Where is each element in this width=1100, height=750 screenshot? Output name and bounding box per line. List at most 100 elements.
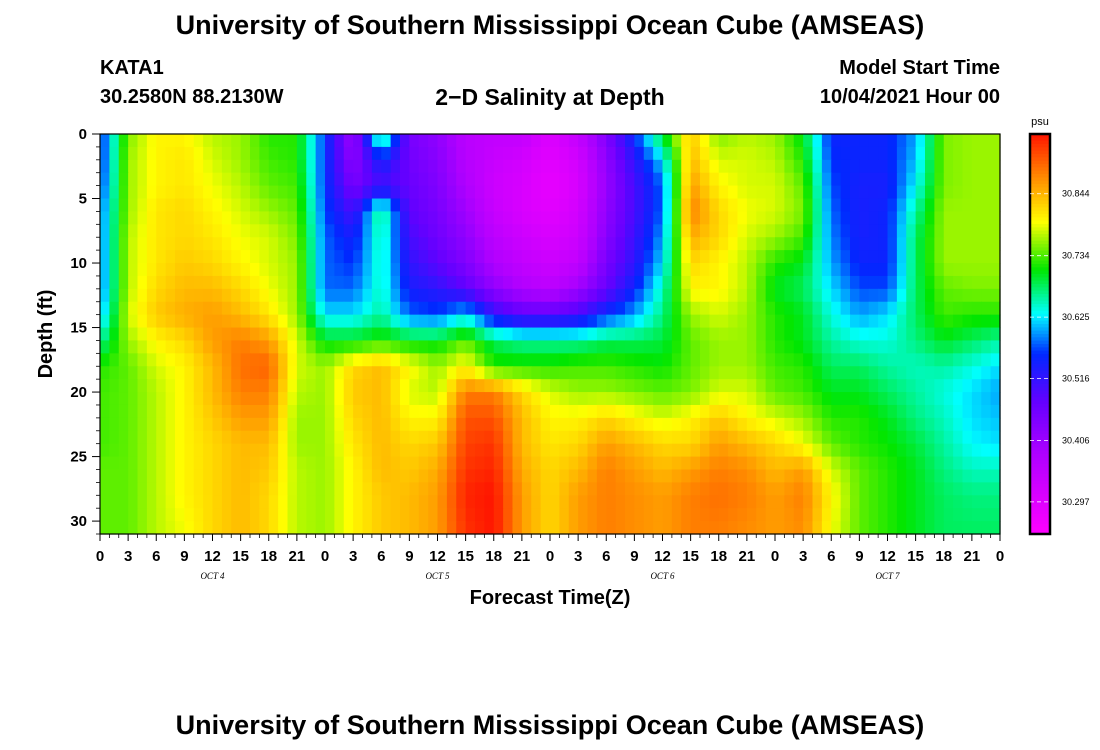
heatmap-cell	[456, 521, 467, 535]
model-start-label: Model Start Time	[839, 57, 1000, 79]
heatmap-cell	[315, 172, 326, 187]
heatmap-cell	[484, 443, 495, 458]
heatmap-cell	[859, 404, 870, 419]
heatmap-cell	[521, 430, 532, 445]
heatmap-cell	[175, 146, 185, 161]
heatmap-cell	[653, 340, 664, 354]
heatmap-cell	[184, 469, 195, 483]
heatmap-cell	[915, 521, 926, 535]
heatmap-cell	[400, 159, 410, 174]
heatmap-cell	[953, 340, 964, 354]
heatmap-cell	[512, 275, 523, 290]
heatmap-cell	[231, 237, 242, 251]
heatmap-cell	[981, 508, 992, 522]
heatmap-cell	[278, 237, 289, 251]
heatmap-cell	[746, 185, 757, 200]
heatmap-cell	[568, 469, 579, 483]
heatmap-cell	[812, 521, 823, 535]
heatmap-cell	[278, 198, 289, 213]
heatmap-cell	[671, 301, 682, 316]
colorbar-segment	[1030, 217, 1050, 222]
heatmap-cell	[465, 185, 476, 200]
heatmap-cell	[465, 134, 476, 148]
heatmap-cell	[175, 159, 185, 174]
heatmap-cell	[156, 288, 167, 303]
heatmap-cell	[718, 327, 729, 342]
heatmap-cell	[850, 250, 860, 264]
heatmap-cell	[268, 237, 279, 251]
heatmap-cell	[353, 198, 364, 213]
heatmap-cell	[784, 508, 795, 522]
heatmap-cell	[775, 521, 785, 535]
heatmap-cell	[184, 508, 195, 522]
colorbar-segment	[1030, 447, 1050, 452]
heatmap-cell	[212, 353, 223, 367]
heatmap-cell	[596, 521, 607, 535]
heatmap-cell	[793, 353, 804, 367]
heatmap-cell	[962, 224, 973, 238]
heatmap-cell	[212, 275, 223, 290]
heatmap-cell	[653, 521, 664, 535]
heatmap-cell	[756, 134, 767, 148]
heatmap-cell	[165, 482, 176, 496]
heatmap-cell	[118, 456, 129, 471]
heatmap-cell	[315, 508, 326, 522]
colorbar-segment	[1030, 467, 1050, 472]
heatmap-cell	[446, 301, 457, 316]
heatmap-cell	[821, 198, 832, 213]
heatmap-cell	[559, 172, 570, 187]
heatmap-cell	[615, 379, 626, 393]
heatmap-cell	[390, 417, 401, 432]
heatmap-cell	[925, 340, 935, 354]
heatmap-cell	[962, 263, 973, 277]
heatmap-cell	[643, 430, 654, 445]
heatmap-cell	[165, 508, 176, 522]
heatmap-cell	[531, 211, 542, 225]
heatmap-cell	[746, 508, 757, 522]
heatmap-cell	[446, 327, 457, 342]
heatmap-cell	[803, 392, 814, 406]
heatmap-cell	[418, 495, 429, 509]
heatmap-cell	[381, 430, 392, 445]
heatmap-cell	[503, 430, 514, 445]
heatmap-cell	[934, 211, 945, 225]
heatmap-cell	[653, 263, 664, 277]
heatmap-cell	[840, 172, 851, 187]
heatmap-cell	[737, 288, 748, 303]
heatmap-cell	[175, 275, 185, 290]
heatmap-cell	[925, 353, 935, 367]
heatmap-cell	[625, 404, 635, 419]
heatmap-cell	[400, 456, 410, 471]
heatmap-cell	[981, 366, 992, 380]
heatmap-cell	[118, 314, 129, 329]
heatmap-cell	[146, 301, 157, 316]
heatmap-cell	[353, 469, 364, 483]
colorbar-segment	[1030, 444, 1050, 448]
heatmap-cell	[568, 495, 579, 509]
heatmap-cell	[343, 430, 354, 445]
heatmap-cell	[521, 495, 532, 509]
heatmap-cell	[934, 146, 945, 161]
heatmap-cell	[475, 521, 485, 535]
heatmap-cell	[568, 430, 579, 445]
heatmap-cell	[700, 482, 710, 496]
heatmap-cell	[137, 508, 148, 522]
heatmap-cell	[662, 185, 673, 200]
heatmap-cell	[878, 456, 889, 471]
heatmap-cell	[756, 430, 767, 445]
heatmap-cell	[203, 392, 214, 406]
heatmap-cell	[896, 301, 907, 316]
heatmap-cell	[109, 237, 120, 251]
heatmap-cell	[456, 379, 467, 393]
heatmap-cell	[803, 327, 814, 342]
heatmap-cell	[906, 275, 917, 290]
heatmap-cell	[981, 443, 992, 458]
heatmap-cell	[156, 456, 167, 471]
heatmap-cell	[643, 211, 654, 225]
heatmap-cell	[156, 495, 167, 509]
heatmap-cell	[559, 275, 570, 290]
heatmap-cell	[690, 469, 701, 483]
heatmap-cell	[653, 353, 664, 367]
heatmap-cell	[887, 508, 898, 522]
